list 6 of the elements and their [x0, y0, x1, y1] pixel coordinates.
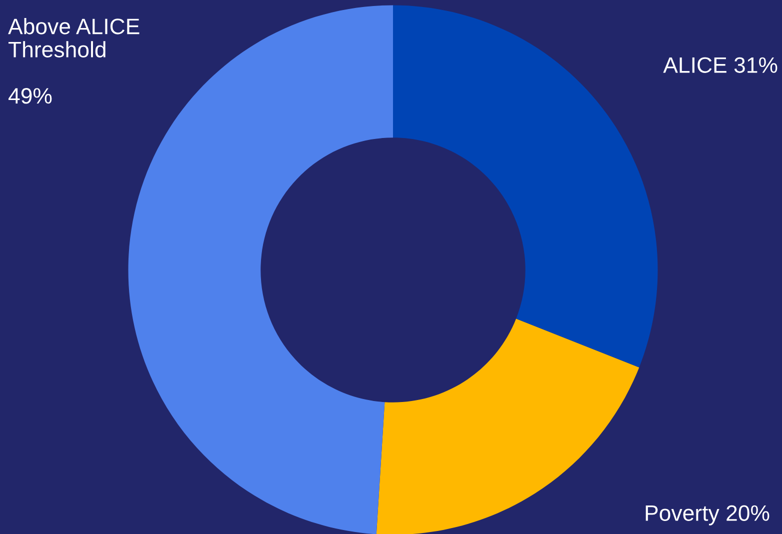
- donut-slice: [376, 318, 640, 534]
- data-label: 49%: [8, 88, 52, 104]
- donut-slice: [393, 5, 658, 368]
- slice-label: Poverty 20%: [646, 505, 770, 526]
- slice-label: ALICE 31%: [663, 57, 778, 73]
- slice-label: Above ALICE Threshold: [8, 18, 140, 58]
